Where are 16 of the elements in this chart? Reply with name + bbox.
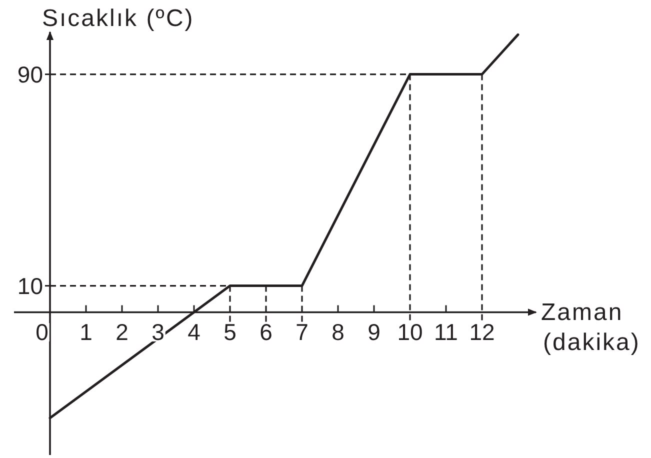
x-tick-label: 2 <box>116 319 128 346</box>
x-tick-label: 0 <box>36 319 48 346</box>
x-tick-label: 4 <box>188 319 201 346</box>
x-tick-label: 3 <box>152 319 164 346</box>
x-tick-label: 12 <box>469 319 495 346</box>
x-tick-label: 6 <box>260 319 272 346</box>
x-tick-label: 5 <box>224 319 236 346</box>
y-axis-title: Sıcaklık (ºC) <box>42 4 194 32</box>
x-axis-title: Zaman (dakika) <box>541 298 640 356</box>
x-tick-label: 9 <box>368 319 380 346</box>
x-tick-label: 8 <box>332 319 344 346</box>
x-tick-label: 1 <box>80 319 92 346</box>
y-tick-label: 90 <box>17 61 43 88</box>
x-tick-label: 10 <box>397 319 423 346</box>
x-tick-label: 11 <box>434 319 458 346</box>
x-tick-label: 7 <box>296 319 308 346</box>
